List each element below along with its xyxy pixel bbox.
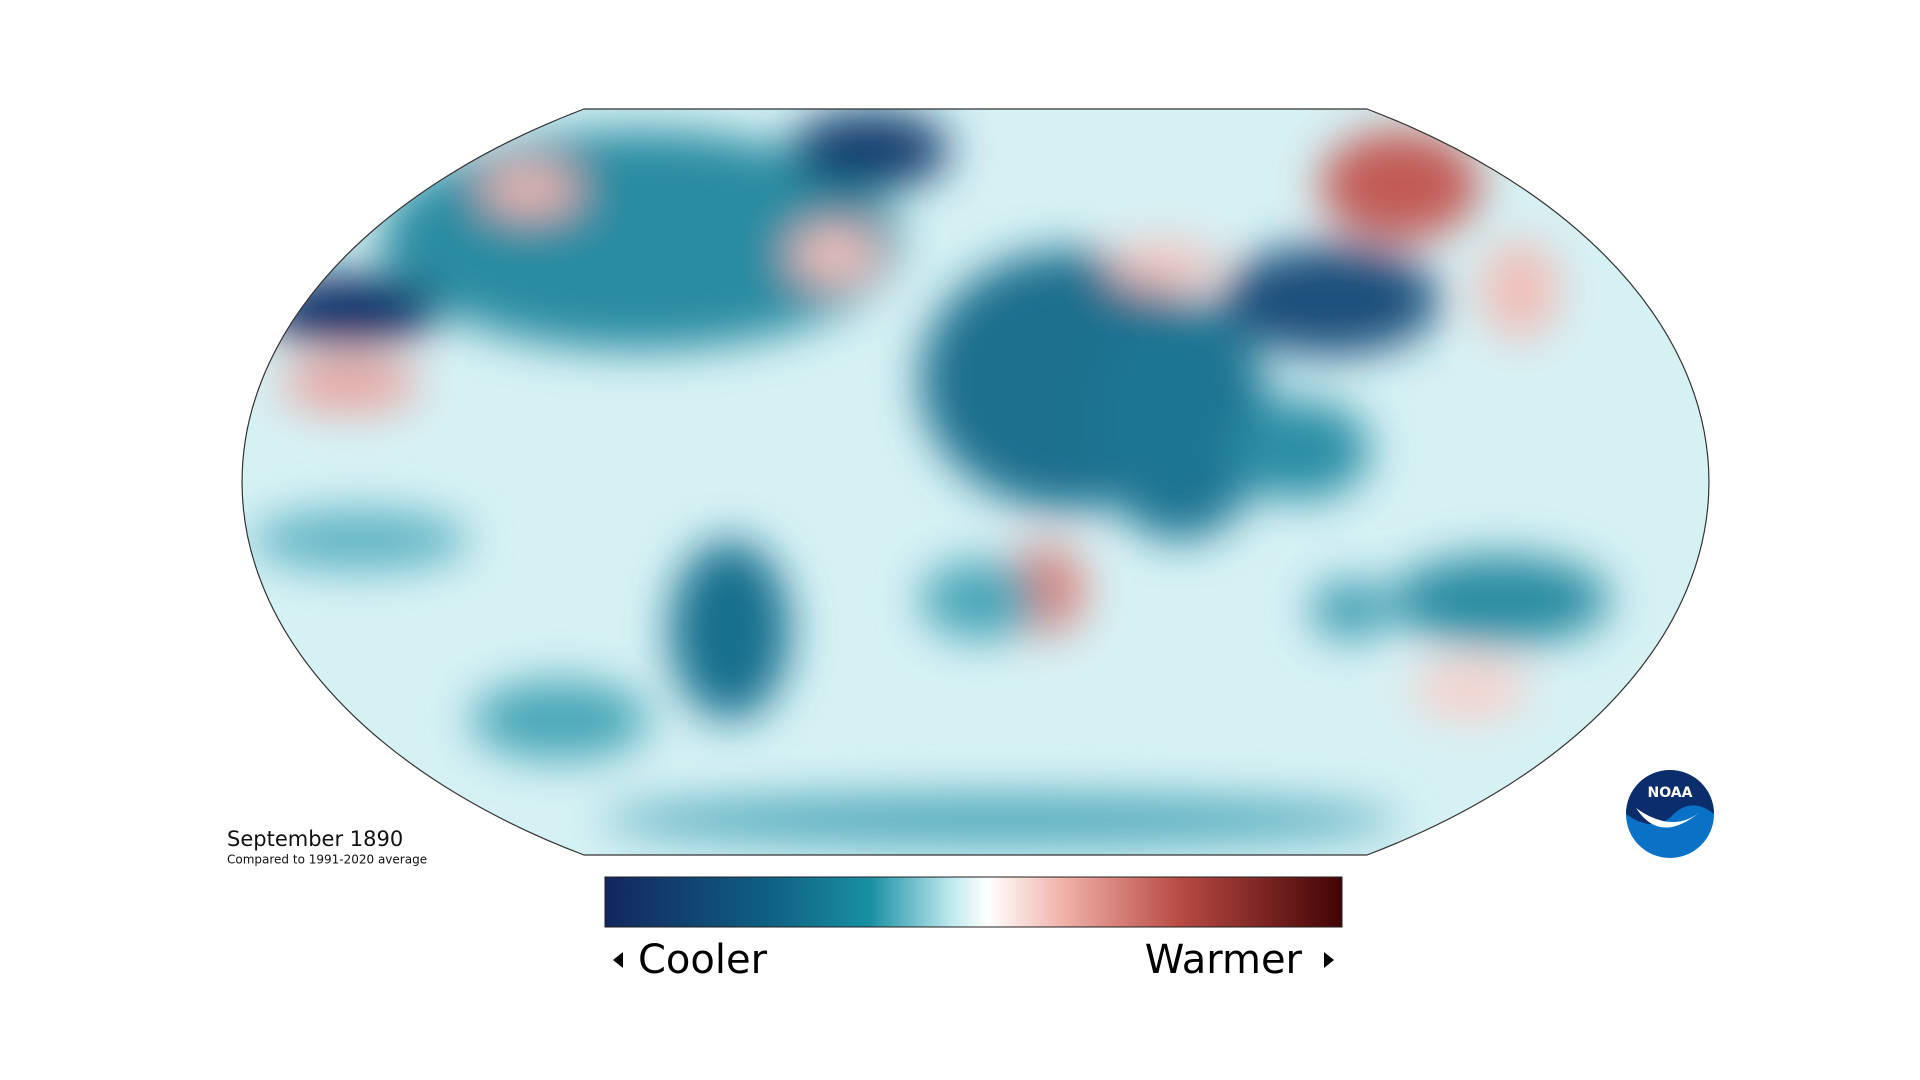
map-field xyxy=(242,109,1709,855)
legend-low-label: Cooler xyxy=(638,937,768,983)
color-bar xyxy=(604,876,1343,928)
logo-top xyxy=(1626,770,1714,825)
legend-high-label: Warmer xyxy=(1145,937,1303,983)
map-title: September 1890 xyxy=(227,827,403,851)
logo-text: NOAA xyxy=(1648,785,1693,801)
noaa-logo: NOAA xyxy=(1626,770,1714,858)
map-outline xyxy=(241,108,1710,856)
map-subtitle: Compared to 1991-2020 average xyxy=(227,853,427,867)
logo-gull xyxy=(1636,808,1700,828)
cooler-arrow xyxy=(613,952,623,968)
warmer-arrow xyxy=(1324,952,1334,968)
